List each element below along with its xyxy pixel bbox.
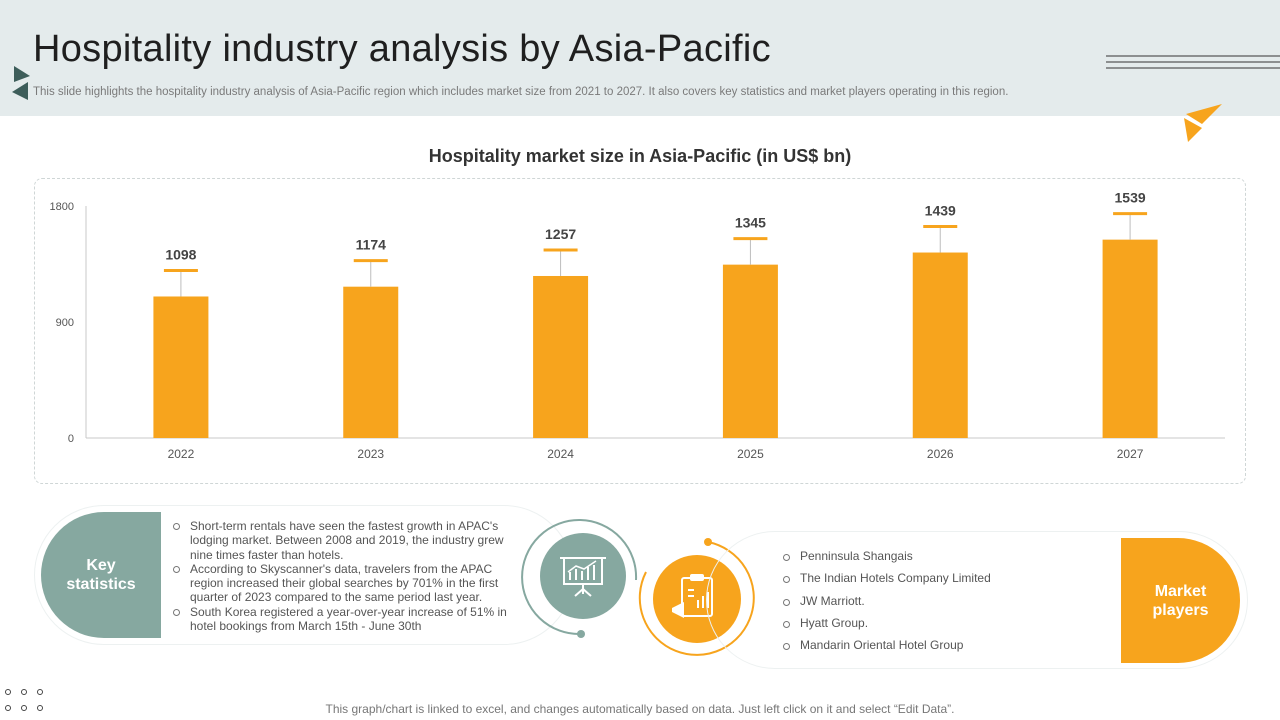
header-band xyxy=(0,0,1280,116)
x-tick-label: 2026 xyxy=(927,447,954,461)
data-label: 1439 xyxy=(925,203,956,219)
y-tick-label: 1800 xyxy=(50,201,74,213)
market-players-panel xyxy=(706,531,1248,669)
bar-2027[interactable] xyxy=(1102,239,1158,438)
chart-frame xyxy=(34,178,1246,484)
key-statistic-item: According to Skyscanner's data, traveler… xyxy=(172,562,512,605)
market-player-item: Mandarin Oriental Hotel Group xyxy=(782,637,1102,659)
y-tick-label: 0 xyxy=(68,433,74,445)
bar-chart[interactable]: 0 900 1800 1098 2022 1174 2023 1257 2024 1345 2025… xyxy=(0,0,1280,500)
page-title: Hospitality industry analysis by Asia-Pa… xyxy=(33,28,771,70)
market-player-item: Hyatt Group. xyxy=(782,615,1102,637)
x-tick-label: 2025 xyxy=(737,447,764,461)
bar-2026[interactable] xyxy=(912,252,968,438)
y-tick-label: 900 xyxy=(56,317,74,329)
market-player-item: JW Marriott. xyxy=(782,593,1102,615)
decorative-lines xyxy=(1106,55,1280,69)
data-label: 1257 xyxy=(545,226,576,242)
bar-2025[interactable] xyxy=(722,264,778,438)
data-label: 1174 xyxy=(356,237,387,253)
orange-triangle-icon xyxy=(1184,104,1222,142)
x-tick-label: 2023 xyxy=(357,447,384,461)
bar-2023[interactable] xyxy=(343,286,399,438)
decorative-dots xyxy=(5,689,43,711)
key-statistic-item: South Korea registered a year-over-year … xyxy=(172,605,512,634)
market-players-list: Penninsula Shangais The Indian Hotels Co… xyxy=(782,548,1102,659)
key-statistics-label: Key statistics xyxy=(41,512,161,638)
key-statistic-item: Short-term rentals have seen the fastest… xyxy=(172,519,512,562)
key-statistics-label-line2: statistics xyxy=(66,576,136,593)
data-label: 1345 xyxy=(735,215,766,231)
x-tick-label: 2027 xyxy=(1117,447,1144,461)
market-player-item: Penninsula Shangais xyxy=(782,548,1102,570)
market-players-label-line2: players xyxy=(1152,601,1209,619)
key-statistics-label-line1: Key xyxy=(86,557,116,574)
data-label: 1098 xyxy=(165,246,196,262)
data-label: 1539 xyxy=(1115,190,1146,206)
chart-title: Hospitality market size in Asia-Pacific … xyxy=(428,146,852,166)
market-players-label-line1: Market xyxy=(1154,582,1207,600)
page-subtitle: This slide highlights the hospitality in… xyxy=(33,86,1009,98)
x-tick-label: 2024 xyxy=(547,447,574,461)
x-tick-label: 2022 xyxy=(168,447,195,461)
bar-2024[interactable] xyxy=(533,275,589,438)
key-statistics-list: Short-term rentals have seen the fastest… xyxy=(172,519,512,633)
market-player-item: The Indian Hotels Company Limited xyxy=(782,570,1102,592)
footer-note: This graph/chart is linked to excel, and… xyxy=(325,702,955,716)
market-players-label: Market players xyxy=(1121,538,1240,663)
presentation-chart-icon xyxy=(521,519,638,638)
corner-arrow-icon xyxy=(12,66,30,100)
bar-2022[interactable] xyxy=(153,296,209,438)
